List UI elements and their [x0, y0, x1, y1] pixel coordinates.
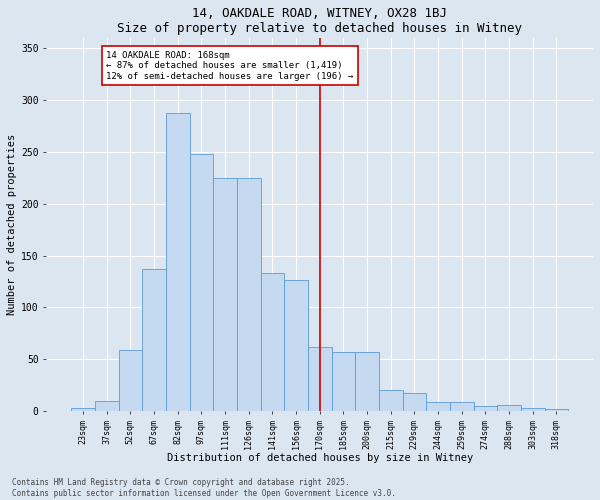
Title: 14, OAKDALE ROAD, WITNEY, OX28 1BJ
Size of property relative to detached houses : 14, OAKDALE ROAD, WITNEY, OX28 1BJ Size …	[117, 7, 522, 35]
Bar	[355, 352, 379, 411]
Text: Contains HM Land Registry data © Crown copyright and database right 2025.
Contai: Contains HM Land Registry data © Crown c…	[12, 478, 396, 498]
Bar	[237, 178, 260, 411]
X-axis label: Distribution of detached houses by size in Witney: Distribution of detached houses by size …	[167, 453, 473, 463]
Bar	[426, 402, 450, 411]
Bar	[521, 408, 545, 411]
Bar	[190, 154, 213, 411]
Bar	[403, 392, 426, 411]
Bar	[379, 390, 403, 411]
Bar	[473, 406, 497, 411]
Bar	[497, 405, 521, 411]
Bar	[284, 280, 308, 411]
Bar	[142, 269, 166, 411]
Bar	[545, 409, 568, 411]
Bar	[119, 350, 142, 411]
Text: 14 OAKDALE ROAD: 168sqm
← 87% of detached houses are smaller (1,419)
12% of semi: 14 OAKDALE ROAD: 168sqm ← 87% of detache…	[106, 51, 353, 81]
Bar	[213, 178, 237, 411]
Bar	[166, 114, 190, 411]
Bar	[95, 401, 119, 411]
Bar	[308, 347, 332, 411]
Bar	[450, 402, 473, 411]
Bar	[332, 352, 355, 411]
Bar	[71, 408, 95, 411]
Y-axis label: Number of detached properties: Number of detached properties	[7, 134, 17, 315]
Bar	[260, 273, 284, 411]
